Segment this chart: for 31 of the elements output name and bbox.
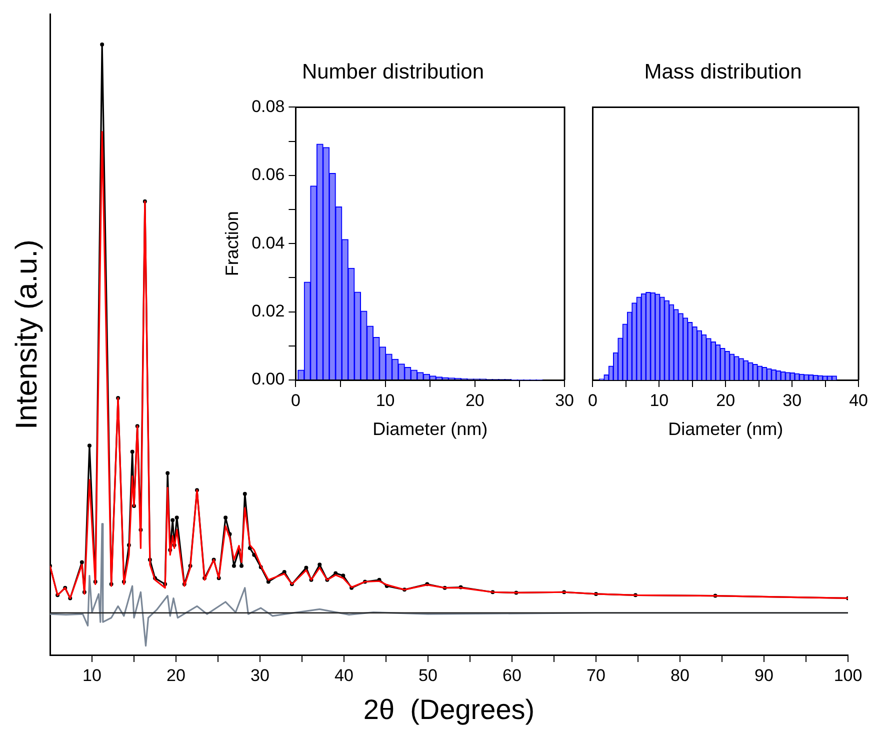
x-tick-label: 0 xyxy=(588,390,598,410)
y-tick-label: 0.02 xyxy=(252,301,285,320)
x-axis-title: Diameter (nm) xyxy=(668,419,784,440)
x-tick-label: 30 xyxy=(782,390,802,410)
x-tick-label: 30 xyxy=(555,390,574,410)
chart-title: Mass distribution xyxy=(644,60,802,84)
y-tick-label: 0.00 xyxy=(252,370,285,389)
y-axis-title: Fraction xyxy=(222,211,242,276)
x-tick-label: 80 xyxy=(670,666,690,685)
x-tick-label: 40 xyxy=(849,390,868,410)
x-tick-label: 60 xyxy=(502,666,522,685)
x-tick-label: 30 xyxy=(250,666,270,685)
chart-title: Number distribution xyxy=(302,60,484,84)
x-tick-label: 10 xyxy=(650,390,669,410)
x-tick-label: 20 xyxy=(716,390,736,410)
x-tick-label: 90 xyxy=(754,666,774,685)
x-tick-label: 0 xyxy=(290,390,300,410)
x-tick-label: 20 xyxy=(166,666,186,685)
x-axis-title: Diameter (nm) xyxy=(372,419,488,440)
x-tick-label: 50 xyxy=(418,666,438,685)
x-tick-label: 20 xyxy=(465,390,484,410)
x-tick-label: 10 xyxy=(376,390,395,410)
y-tick-label: 0.08 xyxy=(252,96,285,116)
x-tick-label: 10 xyxy=(82,666,102,685)
x-tick-label: 100 xyxy=(834,666,862,685)
x-axis-title: 2θ (Degrees) xyxy=(363,694,535,725)
x-tick-label: 40 xyxy=(334,666,354,685)
x-tick-label: 70 xyxy=(586,666,606,685)
y-tick-label: 0.04 xyxy=(252,233,285,252)
y-axis-title: Intensity (a.u.) xyxy=(10,239,44,430)
y-tick-label: 0.06 xyxy=(252,165,285,184)
